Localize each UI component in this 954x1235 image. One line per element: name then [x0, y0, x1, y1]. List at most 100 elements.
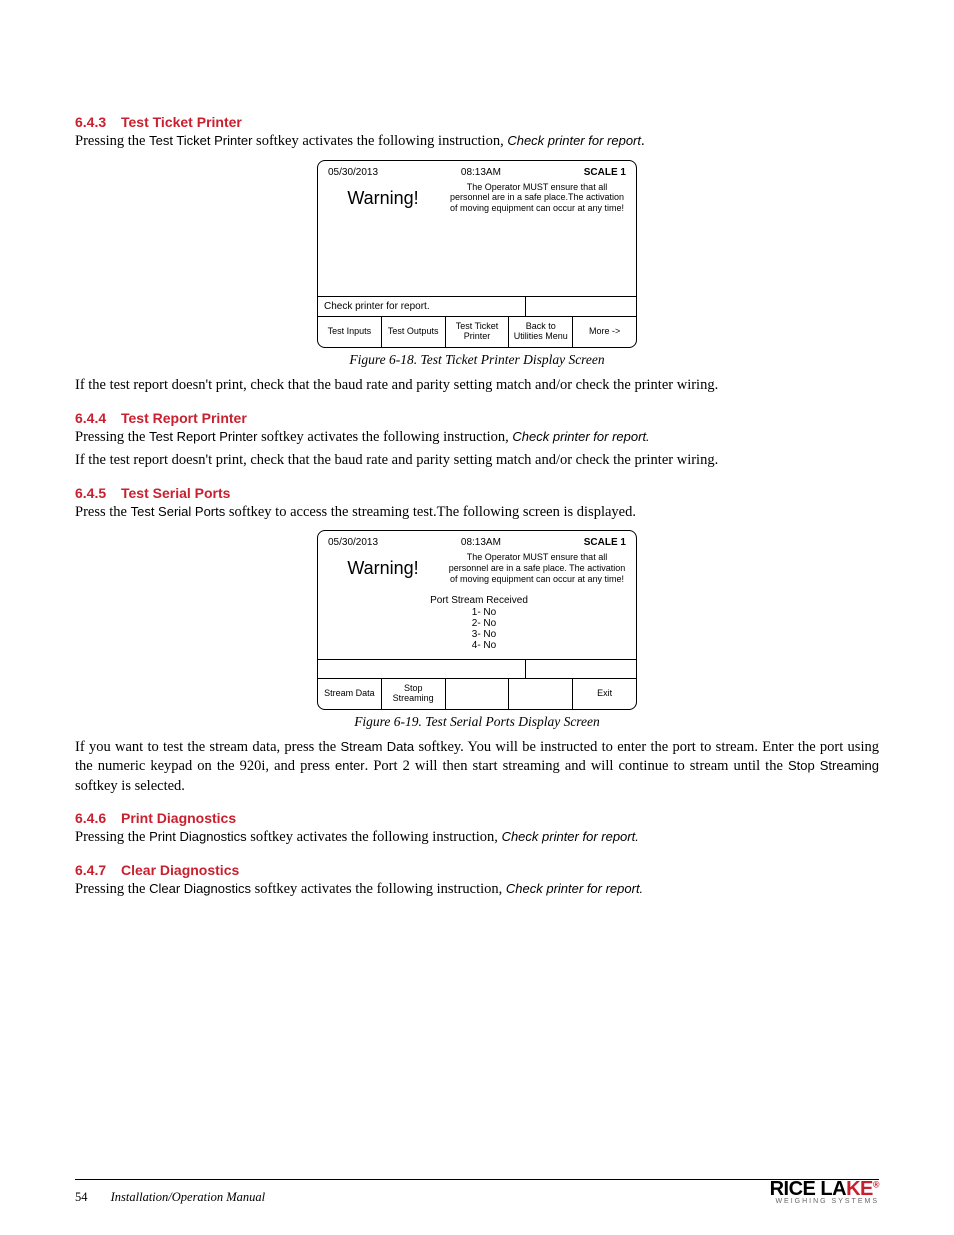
softkey-test-ticket-printer[interactable]: Test Ticket Printer [446, 317, 510, 347]
logo-main: RICE LAKE® [770, 1180, 879, 1198]
rice-lake-logo: RICE LAKE® WEIGHING SYSTEMS [770, 1180, 879, 1205]
instruction-text: Check printer for report. [506, 881, 643, 896]
instruction-text: Check printer for report [507, 133, 641, 148]
heading-num: 6.4.4 [75, 410, 121, 426]
port-row-1: 1- No [332, 607, 626, 618]
heading-647: 6.4.7Clear Diagnostics [75, 862, 879, 878]
port-row-2: 2- No [332, 618, 626, 629]
port-row-4: 4- No [332, 640, 626, 651]
warning-label: Warning! [328, 182, 438, 214]
status-right [526, 297, 636, 316]
screen-date: 05/30/2013 [328, 537, 378, 548]
screen-status-row: Check printer for report. [318, 296, 636, 316]
heading-643: 6.4.3Test Ticket Printer [75, 114, 879, 130]
softkey-test-outputs[interactable]: Test Outputs [382, 317, 446, 347]
softkey-name: Print Diagnostics [149, 829, 247, 844]
p-646-1: Pressing the Print Diagnostics softkey a… [75, 828, 879, 848]
heading-title: Test Serial Ports [121, 485, 230, 501]
softkey-name: Stop Streaming [788, 758, 879, 773]
softkey-stop-streaming[interactable]: Stop Streaming [382, 679, 446, 709]
status-left [318, 660, 526, 678]
instruction-text: Check printer for report. [502, 829, 639, 844]
text: Pressing the [75, 429, 149, 445]
display-screen-619: 05/30/2013 08:13AM SCALE 1 Warning! The … [317, 530, 637, 709]
softkey-test-inputs[interactable]: Test Inputs [318, 317, 382, 347]
manual-title: Installation/Operation Manual [111, 1190, 266, 1204]
screen-main: Warning! The Operator MUST ensure that a… [318, 180, 636, 220]
softkey-name: Test Report Printer [149, 429, 257, 444]
heading-num: 6.4.5 [75, 485, 121, 501]
text: softkey activates the following instruct… [257, 429, 512, 445]
p-647-1: Pressing the Clear Diagnostics softkey a… [75, 880, 879, 900]
softkey-row: Stream Data Stop Streaming Exit [318, 678, 636, 709]
heading-644: 6.4.4Test Report Printer [75, 410, 879, 426]
text: softkey activates the following instruct… [247, 829, 502, 845]
softkey-empty-1 [446, 679, 510, 709]
figure-618: 05/30/2013 08:13AM SCALE 1 Warning! The … [75, 160, 879, 368]
warning-message: The Operator MUST ensure that all person… [448, 552, 626, 584]
page-footer: 54 Installation/Operation Manual RICE LA… [75, 1180, 879, 1205]
text: softkey activates the following instruct… [252, 133, 507, 149]
footer-left: 54 Installation/Operation Manual [75, 1190, 265, 1205]
heading-num: 6.4.3 [75, 114, 121, 130]
softkey-name: Stream Data [341, 739, 415, 754]
heading-title: Test Report Printer [121, 410, 247, 426]
p-644-1: Pressing the Test Report Printer softkey… [75, 428, 879, 448]
p-645-after: If you want to test the stream data, pre… [75, 738, 879, 797]
page-number: 54 [75, 1190, 88, 1204]
logo-reg: ® [873, 1179, 879, 1189]
screen-header: 05/30/2013 08:13AM SCALE 1 [318, 531, 636, 550]
text: Pressing the [75, 881, 149, 897]
warning-message: The Operator MUST ensure that all person… [448, 182, 626, 214]
heading-title: Test Ticket Printer [121, 114, 242, 130]
softkey-name: Test Serial Ports [131, 504, 226, 519]
instruction-text: Check printer for report. [512, 429, 649, 444]
port-row-3: 3- No [332, 629, 626, 640]
screen-scale: SCALE 1 [584, 167, 626, 178]
figure-619-caption: Figure 6-19. Test Serial Ports Display S… [75, 714, 879, 730]
text: If you want to test the stream data, pre… [75, 739, 341, 755]
softkey-name: Test Ticket Printer [149, 133, 252, 148]
screen-frame: 05/30/2013 08:13AM SCALE 1 Warning! The … [317, 160, 637, 348]
softkey-name: Clear Diagnostics [149, 881, 251, 896]
screen-main: Warning! The Operator MUST ensure that a… [318, 550, 636, 590]
heading-num: 6.4.7 [75, 862, 121, 878]
screen-blank-area [318, 220, 636, 296]
text: Press the [75, 504, 131, 520]
warning-label: Warning! [328, 552, 438, 584]
softkey-empty-2 [509, 679, 573, 709]
status-right [526, 660, 636, 678]
p-643-after: If the test report doesn't print, check … [75, 376, 879, 396]
screen-status-row [318, 659, 636, 678]
status-text: Check printer for report. [318, 297, 526, 316]
heading-646: 6.4.6Print Diagnostics [75, 810, 879, 826]
display-screen-618: 05/30/2013 08:13AM SCALE 1 Warning! The … [317, 160, 637, 348]
screen-frame: 05/30/2013 08:13AM SCALE 1 Warning! The … [317, 530, 637, 709]
port-stream-title: Port Stream Received [332, 595, 626, 606]
logo-text-a: RICE LA [770, 1178, 847, 1200]
figure-618-caption: Figure 6-18. Test Ticket Printer Display… [75, 352, 879, 368]
figure-619: 05/30/2013 08:13AM SCALE 1 Warning! The … [75, 530, 879, 729]
softkey-more[interactable]: More -> [573, 317, 636, 347]
key-name: enter [335, 758, 365, 773]
screen-header: 05/30/2013 08:13AM SCALE 1 [318, 161, 636, 180]
softkey-stream-data[interactable]: Stream Data [318, 679, 382, 709]
p-643-1: Pressing the Test Ticket Printer softkey… [75, 132, 879, 152]
p-644-2: If the test report doesn't print, check … [75, 451, 879, 471]
text: softkey activates the following instruct… [251, 881, 506, 897]
screen-date: 05/30/2013 [328, 167, 378, 178]
text: Pressing the [75, 133, 149, 149]
softkey-exit[interactable]: Exit [573, 679, 636, 709]
heading-num: 6.4.6 [75, 810, 121, 826]
softkey-back-utilities[interactable]: Back to Utilities Menu [509, 317, 573, 347]
p-645-1: Press the Test Serial Ports softkey to a… [75, 503, 879, 523]
heading-title: Print Diagnostics [121, 810, 236, 826]
screen-time: 08:13AM [461, 537, 501, 548]
heading-645: 6.4.5Test Serial Ports [75, 485, 879, 501]
text: softkey is selected. [75, 778, 185, 794]
screen-time: 08:13AM [461, 167, 501, 178]
screen-port-area: Port Stream Received 1- No 2- No 3- No 4… [318, 591, 636, 659]
text: . [641, 133, 645, 149]
screen-scale: SCALE 1 [584, 537, 626, 548]
text: softkey to access the streaming test.The… [225, 504, 636, 520]
